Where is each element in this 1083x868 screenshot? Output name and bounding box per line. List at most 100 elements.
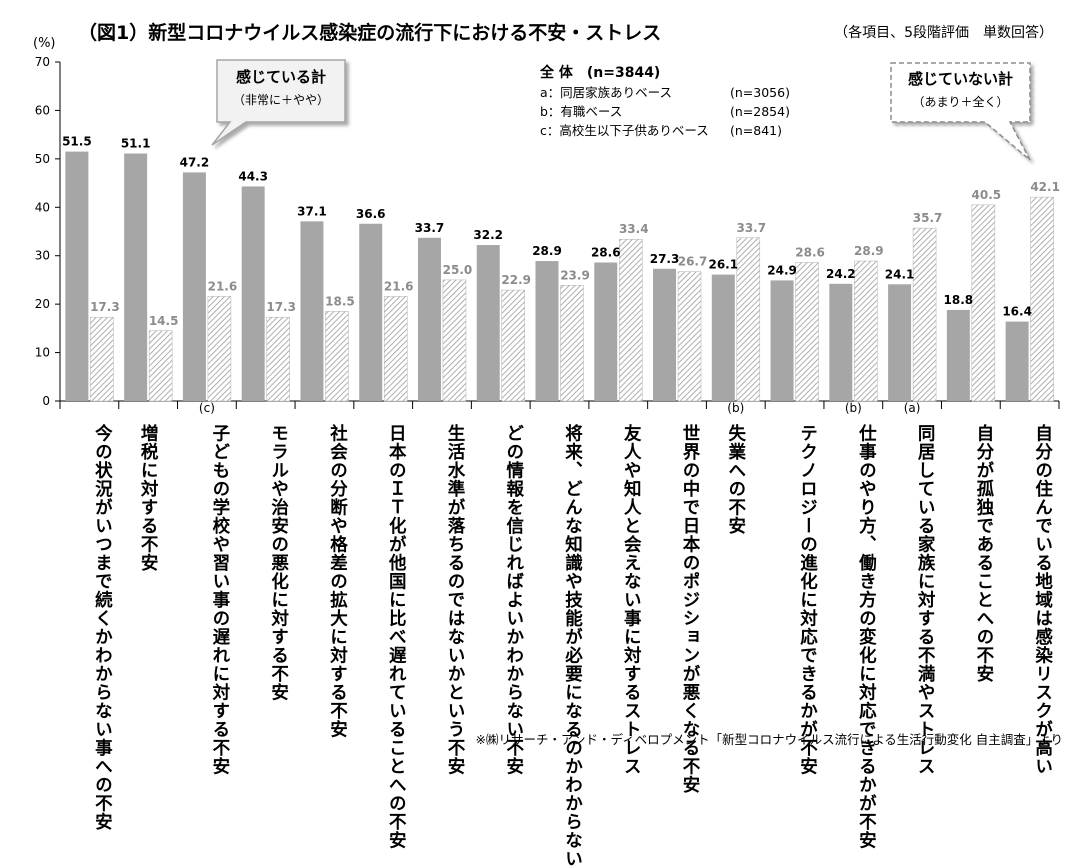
legend: 全 体 (n=3844) a：同居家族ありベース (n=3056) b：有職ベー… <box>540 64 790 140</box>
bar-felt <box>359 223 383 401</box>
legend-item-n: (n=3056) <box>730 85 790 100</box>
y-tick-label: 50 <box>35 152 50 166</box>
data-label-felt: 24.9 <box>767 263 797 277</box>
data-label-felt: 18.8 <box>944 293 974 307</box>
data-label-felt: 44.3 <box>238 169 268 183</box>
data-label-felt: 28.9 <box>532 244 562 258</box>
category-label: 友人や知人と会えない事に対するストレス <box>621 424 642 776</box>
bar-not-felt <box>207 296 232 402</box>
category-label: 仕事のやり方、働き方の変化に対応できるかが不安 <box>856 424 877 850</box>
data-label-felt: 24.2 <box>826 267 856 281</box>
bar-felt <box>476 245 500 401</box>
y-tick-label: 70 <box>35 55 50 69</box>
legend-item-label: c：高校生以下子供ありベース <box>540 123 709 138</box>
bar-not-felt <box>912 227 937 402</box>
y-tick-label: 0 <box>42 394 50 408</box>
y-tick-label: 30 <box>35 249 50 263</box>
legend-item-n: (n=841) <box>730 123 783 138</box>
bar-not-felt <box>736 237 761 402</box>
bar-felt <box>770 280 794 401</box>
y-tick-label: 10 <box>35 346 50 360</box>
bar-felt <box>182 172 206 401</box>
chart-title: （図1）新型コロナウイルス感染症の流行下における不安・ストレス <box>78 22 662 44</box>
category-label: 同居している家族に対する不満やストレス <box>915 424 936 776</box>
legend-item-a: a：同居家族ありベース (n=3056) <box>540 83 790 102</box>
bar-not-felt <box>383 296 408 402</box>
category-note: (c) <box>198 401 215 415</box>
bar-felt <box>888 284 912 401</box>
chart-subtitle: （各項目、5段階評価 単数回答） <box>834 25 1053 41</box>
data-label-not-felt: 28.9 <box>854 244 884 258</box>
category-label: 日本のＩＴ化が他国に比べ遅れていることへの不安 <box>386 424 407 850</box>
y-axis-label: (%) <box>33 36 56 51</box>
callout-left-title: 感じている計 <box>235 68 326 86</box>
callout-left-bubble <box>211 59 346 146</box>
bar-felt <box>946 309 970 401</box>
bar-felt <box>829 283 853 401</box>
bar-felt <box>241 186 265 401</box>
data-label-not-felt: 42.1 <box>1030 180 1060 194</box>
callout-right-title: 感じていない計 <box>907 70 1013 88</box>
data-label-felt: 24.1 <box>885 267 915 281</box>
legend-item-label: a：同居家族ありベース <box>540 85 673 100</box>
category-label: 生活水準が落ちるのではないかという不安 <box>444 424 465 776</box>
bar-not-felt <box>795 262 819 402</box>
callout-right-bubble <box>890 62 1031 161</box>
data-label-felt: 37.1 <box>297 204 327 218</box>
category-label: 将来、どんな知識や技能が必要になるのかわからない <box>562 424 583 868</box>
data-label-not-felt: 33.4 <box>619 222 649 236</box>
category-label: 自分の住んでいる地域は感染リスクが高い <box>1032 424 1053 776</box>
bar-felt <box>124 153 148 401</box>
data-label-not-felt: 18.5 <box>325 294 355 308</box>
data-label-not-felt: 26.7 <box>678 255 708 269</box>
data-label-not-felt: 35.7 <box>913 211 943 225</box>
data-label-felt: 26.1 <box>708 258 738 272</box>
bar-chart: (%) 0 10 20 30 40 50 60 70 51.5 17.3 51.1 14.5 47.2 2… <box>33 36 1060 409</box>
data-label-not-felt: 21.6 <box>384 279 414 293</box>
legend-heading: 全 体 (n=3844) <box>540 65 661 81</box>
category-label: テクノロジーの進化に対応できるかが不安 <box>797 424 818 776</box>
data-label-felt: 32.2 <box>473 228 503 242</box>
callout-right: 感じていない計 （あまり＋全く） <box>891 68 1030 110</box>
callout-right-sub: （あまり＋全く） <box>912 95 1009 109</box>
data-label-felt: 33.7 <box>415 221 445 235</box>
category-label: 今の状況がいつまで続くかわからない事への不安 <box>92 424 113 831</box>
bar-felt <box>300 221 324 401</box>
category-label: モラルや治安の悪化に対する不安 <box>268 424 289 702</box>
bar-not-felt <box>148 330 173 402</box>
source-note: ※㈱リサーチ・アンド・ディベロプメント「新型コロナウイルス流行による生活行動変化… <box>475 732 1063 747</box>
bar-felt <box>535 261 559 401</box>
data-label-not-felt: 17.3 <box>266 300 296 314</box>
bar-felt <box>1005 321 1029 401</box>
category-label: 自分が孤独であることへの不安 <box>973 424 994 683</box>
data-label-felt: 51.5 <box>62 135 92 149</box>
y-tick-label: 20 <box>35 297 50 311</box>
bar-not-felt <box>1030 196 1054 402</box>
data-label-felt: 47.2 <box>180 155 210 169</box>
bar-not-felt <box>442 279 467 402</box>
y-tick-label: 40 <box>35 200 50 214</box>
callout-left: 感じている計 （非常に＋やや） <box>217 66 345 108</box>
category-note: (a) <box>903 401 921 415</box>
bar-not-felt <box>266 316 290 402</box>
bar-not-felt <box>619 238 643 402</box>
data-label-not-felt: 14.5 <box>149 314 179 328</box>
data-label-not-felt: 28.6 <box>795 245 825 259</box>
category-note: (b) <box>727 401 745 415</box>
bar-not-felt <box>971 204 996 402</box>
category-note: (b) <box>844 401 862 415</box>
bar-not-felt <box>560 285 584 402</box>
category-label: 世界の中で日本のポジションが悪くなる不安 <box>680 424 701 794</box>
bar-not-felt <box>854 260 878 402</box>
bar-felt <box>594 262 618 401</box>
y-tick-label: 60 <box>35 103 50 117</box>
data-label-not-felt: 22.9 <box>501 273 531 287</box>
bar-not-felt <box>325 311 349 402</box>
data-label-not-felt: 40.5 <box>972 188 1002 202</box>
callout-left-sub: （非常に＋やや） <box>232 93 329 107</box>
data-label-felt: 28.6 <box>591 245 621 259</box>
legend-item-label: b：有職ベース <box>540 104 623 119</box>
bar-felt <box>653 268 677 401</box>
category-label: 失業への不安 <box>725 424 746 535</box>
legend-item-c: c：高校生以下子供ありベース (n=841) <box>540 121 790 140</box>
